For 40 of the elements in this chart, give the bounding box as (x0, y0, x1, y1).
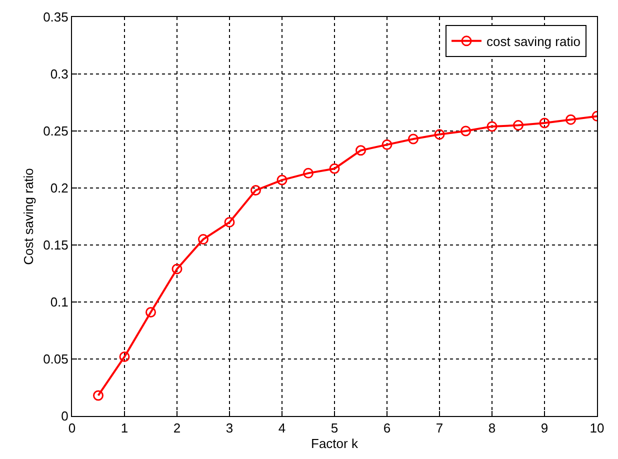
x-axis-title: Factor k (311, 436, 358, 452)
point (172, 264, 182, 274)
point (250, 185, 261, 196)
point (539, 118, 550, 128)
point (566, 114, 576, 125)
point (329, 163, 340, 174)
y-tick-label: 0.1 (50, 294, 68, 310)
x-tick-label: 5 (330, 420, 338, 436)
point (408, 134, 418, 144)
x-tick-label: 1 (120, 420, 128, 436)
y-tick-label: 0.3 (50, 66, 68, 82)
point (486, 121, 498, 132)
y-tick-label: 0 (61, 408, 68, 424)
x-tick-label: 3 (226, 420, 234, 436)
y-tick-label: 0.35 (43, 10, 68, 25)
y-tick-label: 0.15 (43, 238, 68, 253)
point (224, 216, 235, 228)
point (119, 351, 130, 362)
x-tick-label: 10 (590, 420, 604, 436)
point (460, 126, 471, 136)
legend-label: cost saving ratio (486, 34, 580, 49)
x-tick-label: 8 (488, 420, 496, 436)
y-tick-label: 0.05 (43, 352, 68, 367)
point (146, 307, 156, 318)
x-tick-label: 6 (383, 420, 391, 436)
point (382, 139, 392, 150)
x-tick-label: 9 (540, 420, 548, 436)
x-tick-label: 2 (173, 420, 181, 436)
x-tick-label: 7 (436, 420, 444, 436)
point (93, 390, 104, 401)
y-tick-label: 0.25 (43, 124, 68, 139)
point (434, 129, 445, 140)
x-tick-label: 4 (278, 420, 286, 436)
y-axis-title: Cost saving ratio (21, 168, 36, 265)
point (276, 174, 288, 186)
point (513, 120, 524, 131)
point (303, 168, 314, 178)
point (356, 145, 366, 156)
y-tick-label: 0.2 (50, 180, 68, 196)
point (198, 234, 208, 245)
